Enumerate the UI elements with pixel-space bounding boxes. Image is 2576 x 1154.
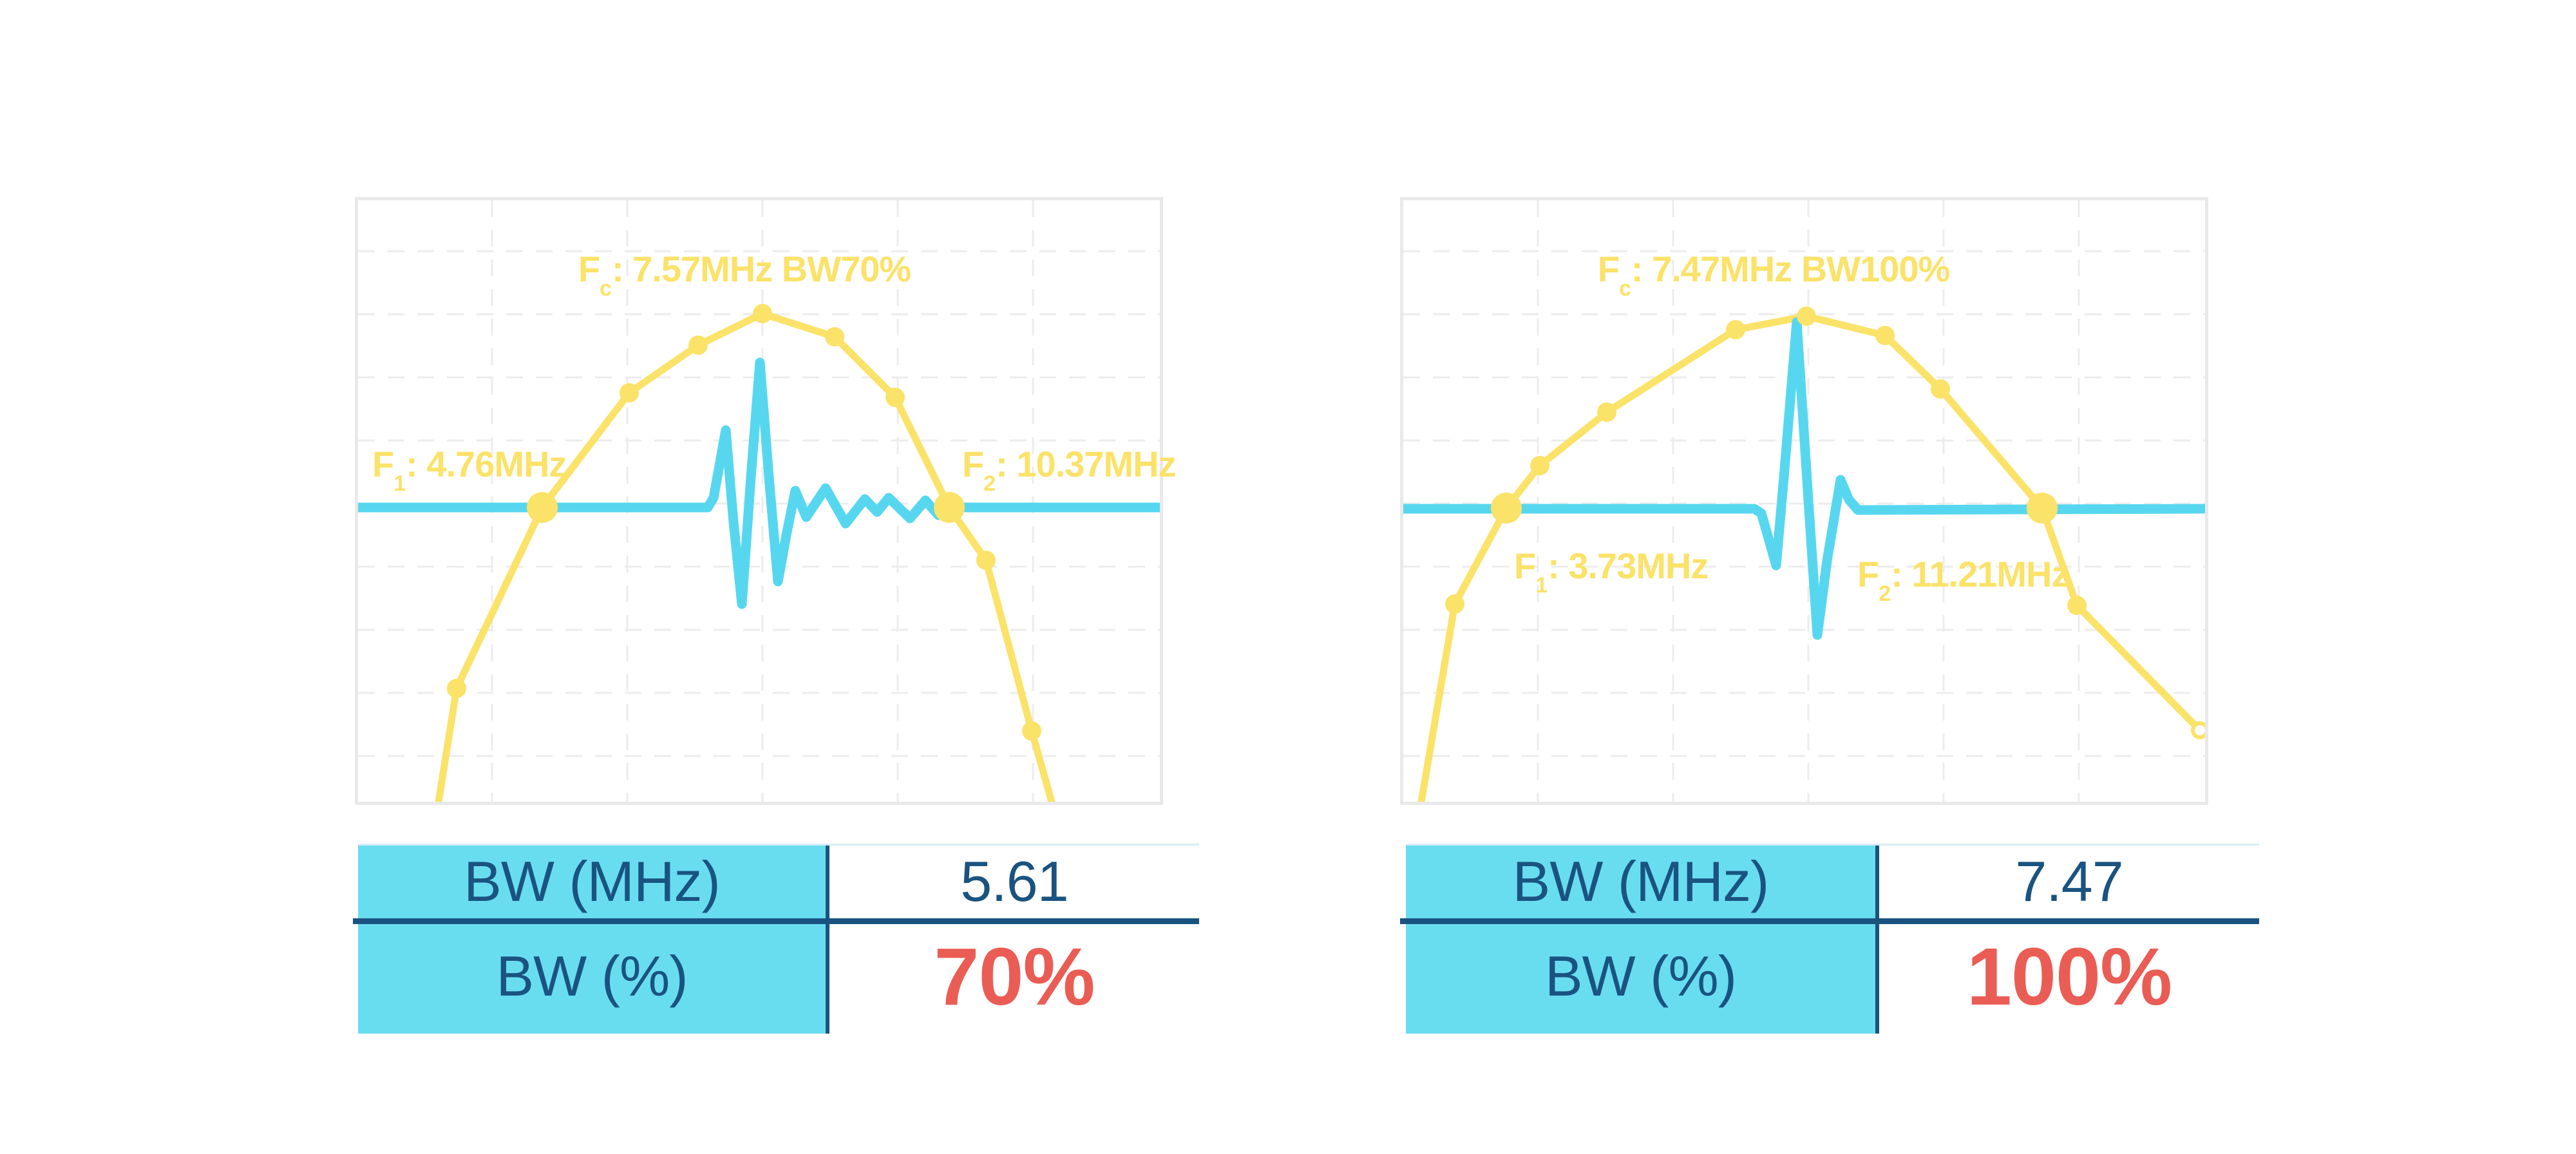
table-top-line [1406, 844, 2259, 846]
spectrum-chart-bw70: Fc: 7.57MHz BW70% F1: 4.76MHz F2: 10.37M… [355, 197, 1177, 805]
bw-mhz-label: BW (MHz) [464, 849, 721, 913]
table-column-divider [1875, 846, 1879, 1034]
bw-percent-value: 70% [934, 931, 1095, 1022]
f2-subscript: 2 [983, 471, 996, 497]
table-column-divider [826, 846, 829, 1034]
table-row-divider [1400, 918, 2259, 924]
bw-mhz-value: 7.47 [2015, 849, 2123, 913]
bw-mhz-value: 5.61 [960, 849, 1068, 913]
center-frequency-label: Fc: 7.47MHz BW100% [1597, 249, 1951, 301]
spectrum-plot-bw100 [1403, 200, 2205, 802]
spectrum-chart-bw100: Fc: 7.47MHz BW100% F1: 3.73MHz F2: 11.21… [1400, 197, 2208, 805]
bw-percent-label: BW (%) [1544, 944, 1737, 1008]
table-top-line [358, 844, 1199, 846]
f1-subscript: 1 [393, 471, 406, 497]
f2-frequency-label: F2: 11.21MHz [1857, 554, 2069, 607]
bw-mhz-label: BW (MHz) [1512, 849, 1770, 913]
bw-percent-value: 100% [1966, 931, 2172, 1022]
f1-subscript: 1 [1535, 573, 1548, 598]
center-frequency-label: Fc: 7.57MHz BW70% [578, 249, 911, 301]
f1-frequency-label: F1: 3.73MHz [1514, 545, 1709, 598]
bw-percent-label: BW (%) [496, 944, 688, 1008]
f2-subscript: 2 [1879, 582, 1891, 607]
bw-table-header-column [1406, 846, 1875, 1034]
fc-subscript: c [600, 276, 612, 301]
f1-frequency-label: F1: 4.76MHz [372, 444, 567, 497]
table-row-divider [353, 918, 1199, 924]
bw-table-header-column [358, 846, 826, 1034]
spectrum-plot-bw70 [358, 200, 1160, 802]
f2-frequency-label: F2: 10.37MHz [962, 444, 1177, 497]
fc-subscript: c [1618, 276, 1631, 301]
